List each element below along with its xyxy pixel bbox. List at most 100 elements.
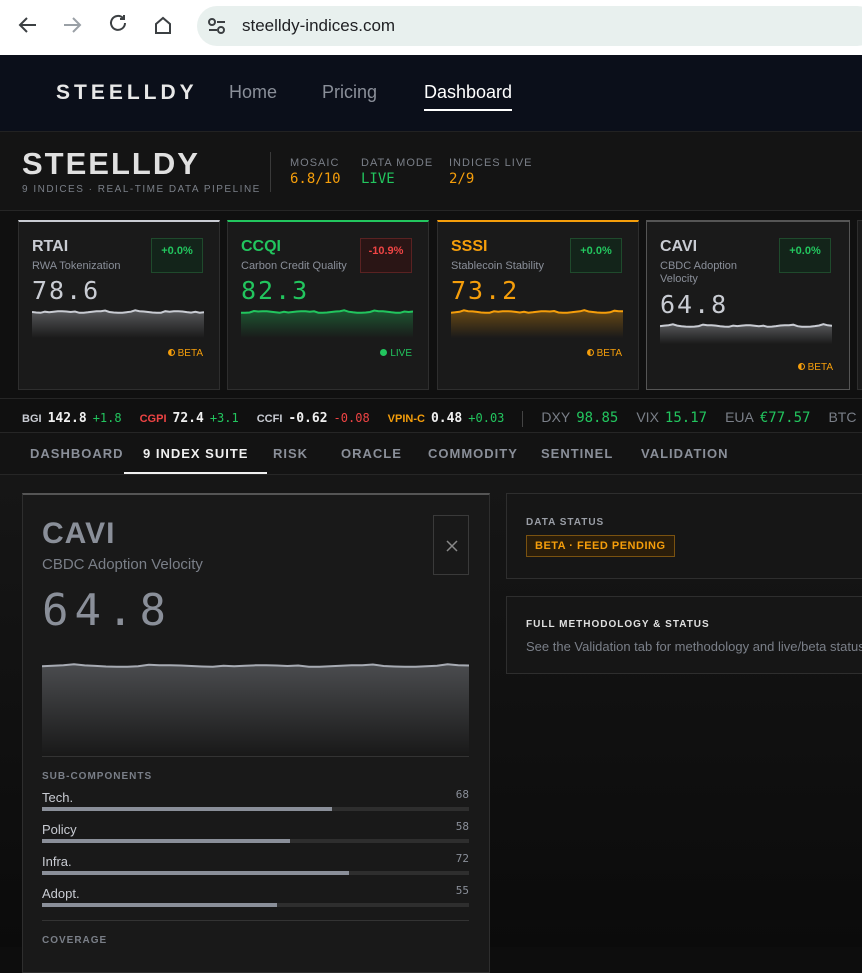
nav-link[interactable]: Dashboard xyxy=(424,82,513,111)
index-card-partial xyxy=(857,220,862,390)
index-cards: RTAI RWA Tokenization 78.6 +0.0% BETA CCQI Ca… xyxy=(0,211,862,398)
sparkline xyxy=(241,309,413,338)
tab[interactable]: SENTINEL xyxy=(541,446,614,461)
tab[interactable]: ORACLE xyxy=(341,446,402,461)
ticker-code: BGI xyxy=(22,413,42,425)
ticker-code: CCFI xyxy=(256,413,283,425)
header: STEELLDY 9 INDICES · REAL-TIME DATA PIPEL… xyxy=(0,132,862,211)
tab[interactable]: RISK xyxy=(273,446,309,461)
stat-label: INDICES LIVE xyxy=(449,157,533,169)
stat-value: 2/9 xyxy=(449,171,475,187)
macro-code: VIX xyxy=(636,409,659,425)
browser-bar: steelldy-indices.com xyxy=(0,0,862,55)
stat-label: DATA MODE xyxy=(361,157,434,169)
close-button[interactable] xyxy=(433,515,469,575)
divider xyxy=(42,756,469,757)
card-name: Carbon Credit Quality xyxy=(241,260,347,272)
tab[interactable]: DASHBOARD xyxy=(30,446,124,461)
tab[interactable]: VALIDATION xyxy=(641,446,729,461)
tagline: 9 INDICES · REAL-TIME DATA PIPELINE xyxy=(22,184,261,195)
site-icon xyxy=(208,18,225,34)
brand: STEELLDY xyxy=(56,81,198,104)
macro-value: €77.57 xyxy=(759,410,811,426)
section-title: COVERAGE xyxy=(42,935,108,946)
ticker-value: 0.48 xyxy=(430,411,463,426)
sub-value: 72 xyxy=(455,852,469,865)
sub-value: 55 xyxy=(455,884,469,897)
sub-track xyxy=(42,903,469,907)
status-icon xyxy=(167,349,175,356)
content: CAVI CBDC Adoption Velocity 64.8 SUB-COMPO… xyxy=(0,475,862,973)
sub-bar xyxy=(42,839,290,843)
panel-title: DATA STATUS xyxy=(526,517,605,528)
tab[interactable]: COMMODITY xyxy=(428,446,518,461)
ticker-item: VPIN-C 0.48 +0.03 xyxy=(388,411,505,426)
address-bar[interactable]: steelldy-indices.com xyxy=(197,6,862,46)
ticker-change: -0.08 xyxy=(333,411,370,425)
stat-value: 6.8/10 xyxy=(290,171,341,187)
nav-link[interactable]: Home xyxy=(229,82,278,102)
ticker-separator xyxy=(522,410,524,427)
status-label: BETA xyxy=(177,348,203,359)
card-value: 64.8 xyxy=(660,290,729,319)
sub-track xyxy=(42,871,469,875)
sparkline xyxy=(660,323,832,344)
divider xyxy=(42,920,469,921)
macro-code: DXY xyxy=(541,409,571,425)
sub-name: Policy xyxy=(42,822,77,837)
macro-value: 15.17 xyxy=(664,410,708,426)
nav-link[interactable]: Pricing xyxy=(322,82,378,102)
ticker-change: +1.8 xyxy=(92,411,122,425)
sub-track xyxy=(42,839,469,843)
sub-bar xyxy=(42,871,350,875)
card-code: CCQI xyxy=(241,238,281,255)
ticker-change: +0.03 xyxy=(468,411,505,425)
browser-icons xyxy=(18,14,171,34)
section-title: SUB-COMPONENTS xyxy=(42,771,153,782)
change-badge: +0.0% xyxy=(570,238,622,273)
ticker: BGI 142.8 +1.8 CGPI 72.4 +3.1 CCFI -0.62 -0.08 VP… xyxy=(0,398,862,433)
index-card[interactable]: RTAI RWA Tokenization 78.6 +0.0% BETA xyxy=(18,220,220,390)
status-badge: BETA · FEED PENDING xyxy=(526,535,675,557)
sub-value: 68 xyxy=(455,788,469,801)
ticker-value: 142.8 xyxy=(47,411,87,426)
index-card[interactable]: CCQI Carbon Credit Quality 82.3 -10.9% LIVE xyxy=(227,220,429,390)
change-badge: +0.0% xyxy=(151,238,203,273)
detail-name: CBDC Adoption Velocity xyxy=(42,556,203,573)
ticker-code: CGPI xyxy=(139,413,167,425)
ticker-code: VPIN-C xyxy=(387,413,425,425)
panel-text: See the Validation tab for methodology a… xyxy=(526,639,862,654)
detail-panel: CAVI CBDC Adoption Velocity 64.8 SUB-COMPO… xyxy=(22,493,490,973)
tabs: DASHBOARD 9 INDEX SUITE RISK ORACLE COMMODIT… xyxy=(0,433,862,475)
change-badge: -10.9% xyxy=(360,238,412,273)
ticker-item: CGPI 72.4 +3.1 xyxy=(140,411,239,426)
tab[interactable]: 9 INDEX SUITE xyxy=(124,446,268,474)
ticker-item: CCFI -0.62 -0.08 xyxy=(257,411,370,426)
card-name: CBDC Adoption Velocity xyxy=(660,260,738,285)
macro-item: EUA €77.57 xyxy=(725,409,811,426)
status: BETA xyxy=(797,362,833,373)
ticker-change: +3.1 xyxy=(209,411,239,425)
ticker-value: 72.4 xyxy=(172,411,204,426)
close-icon xyxy=(446,540,458,552)
macro-code: EUA xyxy=(725,409,754,425)
status-icon xyxy=(797,363,805,370)
macro-value: 98.85 xyxy=(576,410,619,426)
card-code: CAVI xyxy=(660,238,698,255)
stat-label: MOSAIC xyxy=(290,157,340,169)
index-card[interactable]: SSSI Stablecoin Stability 73.2 +0.0% BETA xyxy=(437,220,639,390)
sub-bar xyxy=(42,903,277,907)
url: steelldy-indices.com xyxy=(242,16,396,35)
stat-value: LIVE xyxy=(361,171,395,187)
card-value: 78.6 xyxy=(32,276,101,305)
methodology-panel: FULL METHODOLOGY & STATUS See the Validat… xyxy=(506,596,862,674)
sub-name: Adopt. xyxy=(42,886,80,901)
detail-value: 64.8 xyxy=(42,585,172,636)
data-status-panel: DATA STATUS BETA · FEED PENDING xyxy=(506,493,862,579)
index-card[interactable]: CAVI CBDC Adoption Velocity 64.8 +0.0% BETA xyxy=(646,220,850,390)
sub-name: Tech. xyxy=(42,790,74,805)
card-value: 73.2 xyxy=(451,276,520,305)
detail-code: CAVI xyxy=(42,517,116,550)
panel-title: FULL METHODOLOGY & STATUS xyxy=(526,619,710,630)
